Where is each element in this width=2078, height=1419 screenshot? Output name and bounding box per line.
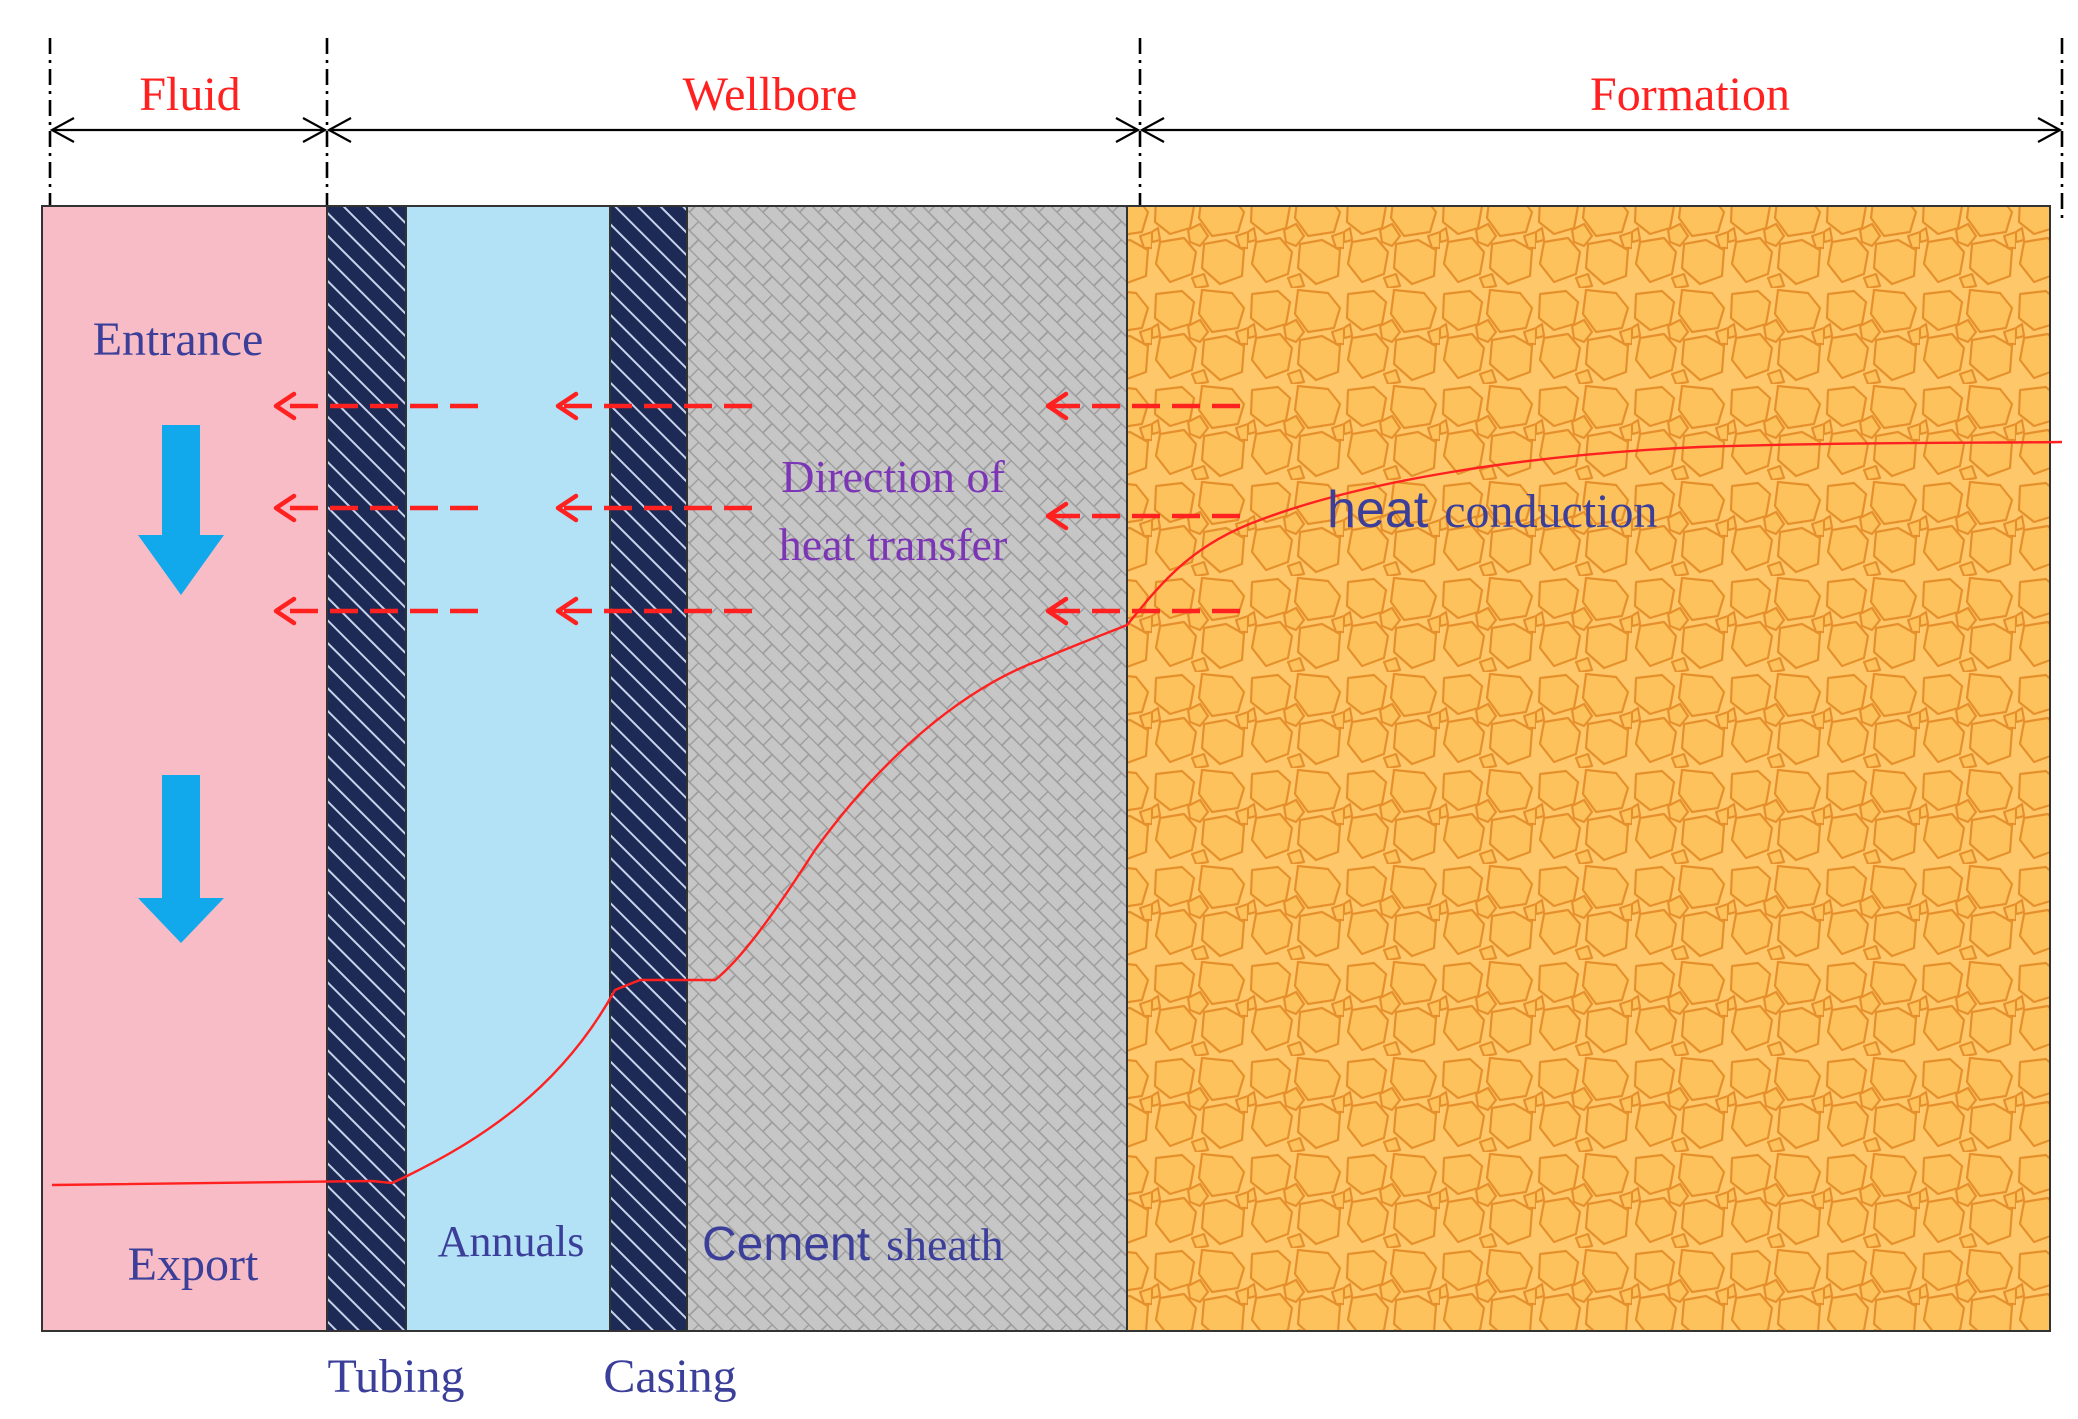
- direction-label-line1: Direction of: [781, 451, 1005, 502]
- cement-sheath-label: Cement sheath: [702, 1218, 1004, 1271]
- direction-label-line2: heat transfer: [779, 519, 1008, 570]
- cement-sheath-region: [687, 206, 1127, 1331]
- heat-arrow-heads: [273, 391, 1069, 626]
- temperature-profile-curve: [51, 440, 2063, 1187]
- wellbore-header: Wellbore: [683, 68, 858, 121]
- tubing-wall: [327, 206, 406, 1331]
- entrance-label: Entrance: [93, 313, 264, 366]
- formation-header: Formation: [1590, 68, 1790, 121]
- formation-region: [1127, 206, 2050, 1331]
- dashed-left-arrow-icon: [278, 505, 1240, 519]
- fluid-header: Fluid: [139, 68, 240, 121]
- heat-word: heat: [1327, 481, 1429, 539]
- annulus-region: [406, 206, 610, 1331]
- header-span-arrows: [49, 117, 2063, 143]
- down-arrow-icon: [138, 425, 224, 595]
- tubing-label: Tubing: [328, 1350, 465, 1403]
- header-dividers: [48, 38, 2064, 222]
- annulus-label: Annuals: [438, 1217, 585, 1266]
- conduction-word: conduction: [1444, 485, 1657, 538]
- casing-wall: [610, 206, 687, 1331]
- export-label: Export: [128, 1238, 259, 1291]
- fluid-region: [42, 206, 327, 1331]
- down-arrow-icon: [138, 775, 224, 943]
- cement-word: Cement: [702, 1218, 870, 1271]
- sheath-word: sheath: [886, 1219, 1004, 1270]
- layer-borders: [41, 205, 2051, 1332]
- heat-conduction-label: heat conduction: [1327, 481, 1658, 539]
- heat-transfer-arrows: [278, 403, 1240, 614]
- casing-label: Casing: [603, 1350, 736, 1403]
